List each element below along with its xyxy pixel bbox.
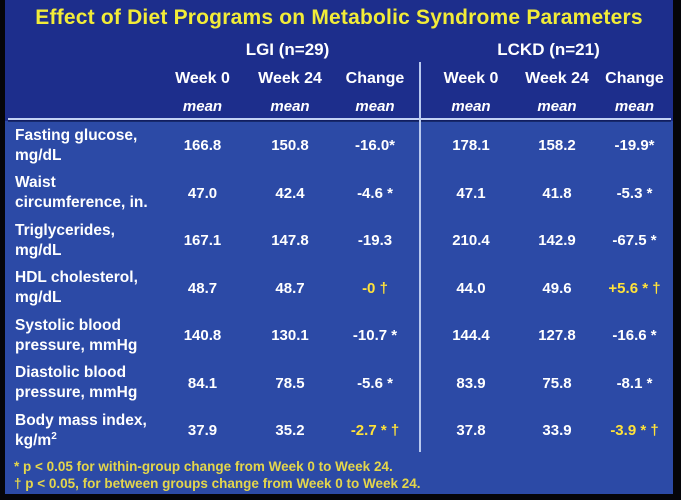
value-cell: -19.9* (614, 137, 655, 155)
value-cell: 33.9 (542, 422, 572, 440)
footnotes: * p < 0.05 for within-group change from … (14, 458, 667, 493)
value-cell: 83.9 (456, 374, 486, 392)
mean-label: mean (355, 98, 395, 115)
value-cell: 210.4 (452, 232, 490, 250)
value-cell: 48.7 (275, 279, 305, 297)
table-background-panel (5, 121, 673, 494)
value-cell: -2.7 * † (350, 422, 400, 440)
parameter-label: HDL cholesterol, mg/dL (15, 269, 138, 307)
value-cell: 147.8 (271, 232, 309, 250)
parameter-label: Triglycerides, mg/dL (15, 221, 115, 259)
value-cell: 140.8 (183, 327, 222, 345)
group-header-lckd: LCKD (n=21) (497, 40, 600, 59)
column-header-change: Change (605, 70, 664, 87)
value-cell: 47.0 (187, 184, 218, 202)
value-cell: -0 † (362, 279, 388, 297)
value-cell: -4.6 * (357, 184, 393, 202)
table-header: LGI (n=29) LCKD (n=21) Week 0 Week 24 Ch… (5, 36, 672, 120)
value-cell: 178.1 (452, 137, 490, 155)
column-header-change: Change (345, 70, 405, 87)
value-cell: 142.9 (538, 232, 576, 250)
value-cell: 84.1 (187, 374, 218, 392)
value-cell: 49.6 (542, 279, 572, 297)
mean-label: mean (451, 98, 491, 115)
table-row: Diastolic blood pressure, mmHg 84.1 78.5 -5.… (5, 360, 672, 408)
column-header-week0: Week 0 (443, 70, 499, 87)
value-cell: -5.3 * (616, 184, 653, 202)
value-cell: 35.2 (275, 422, 305, 440)
value-cell: -19.3 (357, 232, 393, 250)
value-cell: 48.7 (187, 279, 218, 297)
value-cell: 166.8 (183, 137, 222, 155)
table-row: Fasting glucose, mg/dL 166.8 150.8 -16.0* 178… (5, 122, 672, 170)
slide-title: Effect of Diet Programs on Metabolic Syn… (35, 6, 643, 29)
value-cell: 78.5 (275, 374, 305, 392)
group-header-lgi: LGI (n=29) (245, 40, 330, 59)
value-cell: 47.1 (456, 184, 486, 202)
table-row: Body mass index, kg/m2 37.9 35.2 -2.7 * † 37.… (5, 407, 672, 455)
value-cell: -10.7 * (352, 327, 398, 345)
value-cell: -67.5 * (612, 232, 657, 250)
table-body: Fasting glucose, mg/dL 166.8 150.8 -16.0* 178… (5, 122, 672, 455)
value-cell: 167.1 (183, 232, 222, 250)
group-divider-line (419, 62, 421, 452)
value-cell: -16.0* (354, 137, 396, 155)
value-cell: -3.9 * † (610, 422, 659, 440)
value-cell: 144.4 (452, 327, 490, 345)
table-row: Systolic blood pressure, mmHg 140.8 130.1 -1… (5, 312, 672, 360)
value-cell: 127.8 (538, 327, 576, 345)
parameter-label: Diastolic blood pressure, mmHg (15, 364, 138, 402)
parameter-label: Fasting glucose, mg/dL (15, 126, 138, 164)
mean-label: mean (614, 98, 655, 115)
value-cell: 41.8 (542, 184, 572, 202)
mean-label: mean (182, 98, 223, 115)
value-cell: 130.1 (271, 327, 309, 345)
right-black-edge (673, 0, 681, 500)
value-cell: 44.0 (456, 279, 486, 297)
column-header-week24: Week 24 (258, 70, 322, 87)
left-black-edge (0, 0, 5, 500)
value-cell: 37.8 (456, 422, 486, 440)
column-header-week0: Week 0 (175, 70, 230, 87)
parameter-label: Waist circumference, in. (15, 174, 148, 212)
header-divider-line (8, 118, 671, 120)
table-row: Waist circumference, in. 47.0 42.4 -4.6 * 47.… (5, 170, 672, 218)
value-cell: 37.9 (187, 422, 218, 440)
mean-label: mean (537, 98, 577, 115)
mean-label: mean (270, 98, 310, 115)
table-row: Triglycerides, mg/dL 167.1 147.8 -19.3 210.4 1… (5, 217, 672, 265)
bottom-black-edge (0, 494, 681, 500)
column-header-week24: Week 24 (525, 70, 589, 87)
value-cell: 75.8 (542, 374, 572, 392)
value-cell: 150.8 (271, 137, 309, 155)
parameter-label: Body mass index, kg/m2 (15, 411, 147, 449)
value-cell: -16.6 * (612, 327, 657, 345)
parameter-label: Systolic blood pressure, mmHg (15, 316, 138, 354)
value-cell: -5.6 * (357, 374, 393, 392)
footnote-within-group: * p < 0.05 for within-group change from … (14, 459, 393, 474)
footnote-between-groups: † p < 0.05, for between groups change fr… (14, 476, 421, 492)
table-row: HDL cholesterol, mg/dL 48.7 48.7 -0 † 44.0 49.… (5, 265, 672, 313)
value-cell: +5.6 * † (608, 279, 661, 297)
value-cell: 158.2 (538, 137, 576, 155)
value-cell: 42.4 (275, 184, 305, 202)
value-cell: -8.1 * (616, 374, 653, 392)
